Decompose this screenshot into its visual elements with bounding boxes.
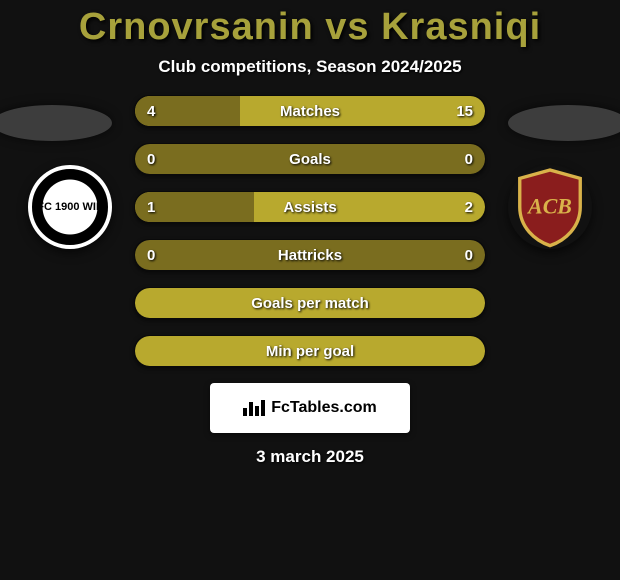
page-title: Crnovrsanin vs Krasniqi	[0, 6, 620, 49]
stat-bar-label: Goals per match	[135, 288, 485, 318]
comparison-arena: FC 1900 WIL ACB Matches415Goals00Assists…	[0, 95, 620, 367]
stat-bar: Hattricks0 0	[134, 239, 486, 271]
stat-bar-left-value: 0	[147, 240, 155, 270]
stat-bar-right-value: 0	[465, 144, 473, 174]
stat-bar: Assists1 2	[134, 191, 486, 223]
team-logo-left: FC 1900 WIL	[28, 165, 112, 249]
team-logo-right: ACB	[508, 165, 592, 249]
subtitle: Club competitions, Season 2024/2025	[0, 57, 620, 77]
stat-bar-label: Goals	[135, 144, 485, 174]
stat-bar-right-value: 15	[456, 96, 473, 126]
footer-date: 3 march 2025	[0, 447, 620, 467]
stat-bars: Matches415Goals00Assists12Hattricks00Goa…	[134, 95, 486, 367]
stat-bar: Matches4 15	[134, 95, 486, 127]
stat-bar-label: Matches	[135, 96, 485, 126]
stat-bar-label: Assists	[135, 192, 485, 222]
branding-text: FcTables.com	[271, 399, 377, 417]
stat-bar-right-value: 2	[465, 192, 473, 222]
platform-right	[508, 105, 620, 141]
chart-icon	[243, 400, 265, 416]
platform-left	[0, 105, 112, 141]
stat-bar-right-value: 0	[465, 240, 473, 270]
stat-bar-left-value: 0	[147, 144, 155, 174]
shield-icon: ACB	[508, 165, 592, 249]
shield-letters: ACB	[526, 195, 572, 219]
stat-bar: Goals per match	[134, 287, 486, 319]
stat-bar: Min per goal	[134, 335, 486, 367]
branding-badge: FcTables.com	[210, 383, 410, 433]
stat-bar-left-value: 1	[147, 192, 155, 222]
stat-bar-left-value: 4	[147, 96, 155, 126]
stat-bar-label: Hattricks	[135, 240, 485, 270]
stat-bar: Goals0 0	[134, 143, 486, 175]
stat-bar-label: Min per goal	[135, 336, 485, 366]
team-logo-left-text: FC 1900 WIL	[32, 169, 108, 245]
